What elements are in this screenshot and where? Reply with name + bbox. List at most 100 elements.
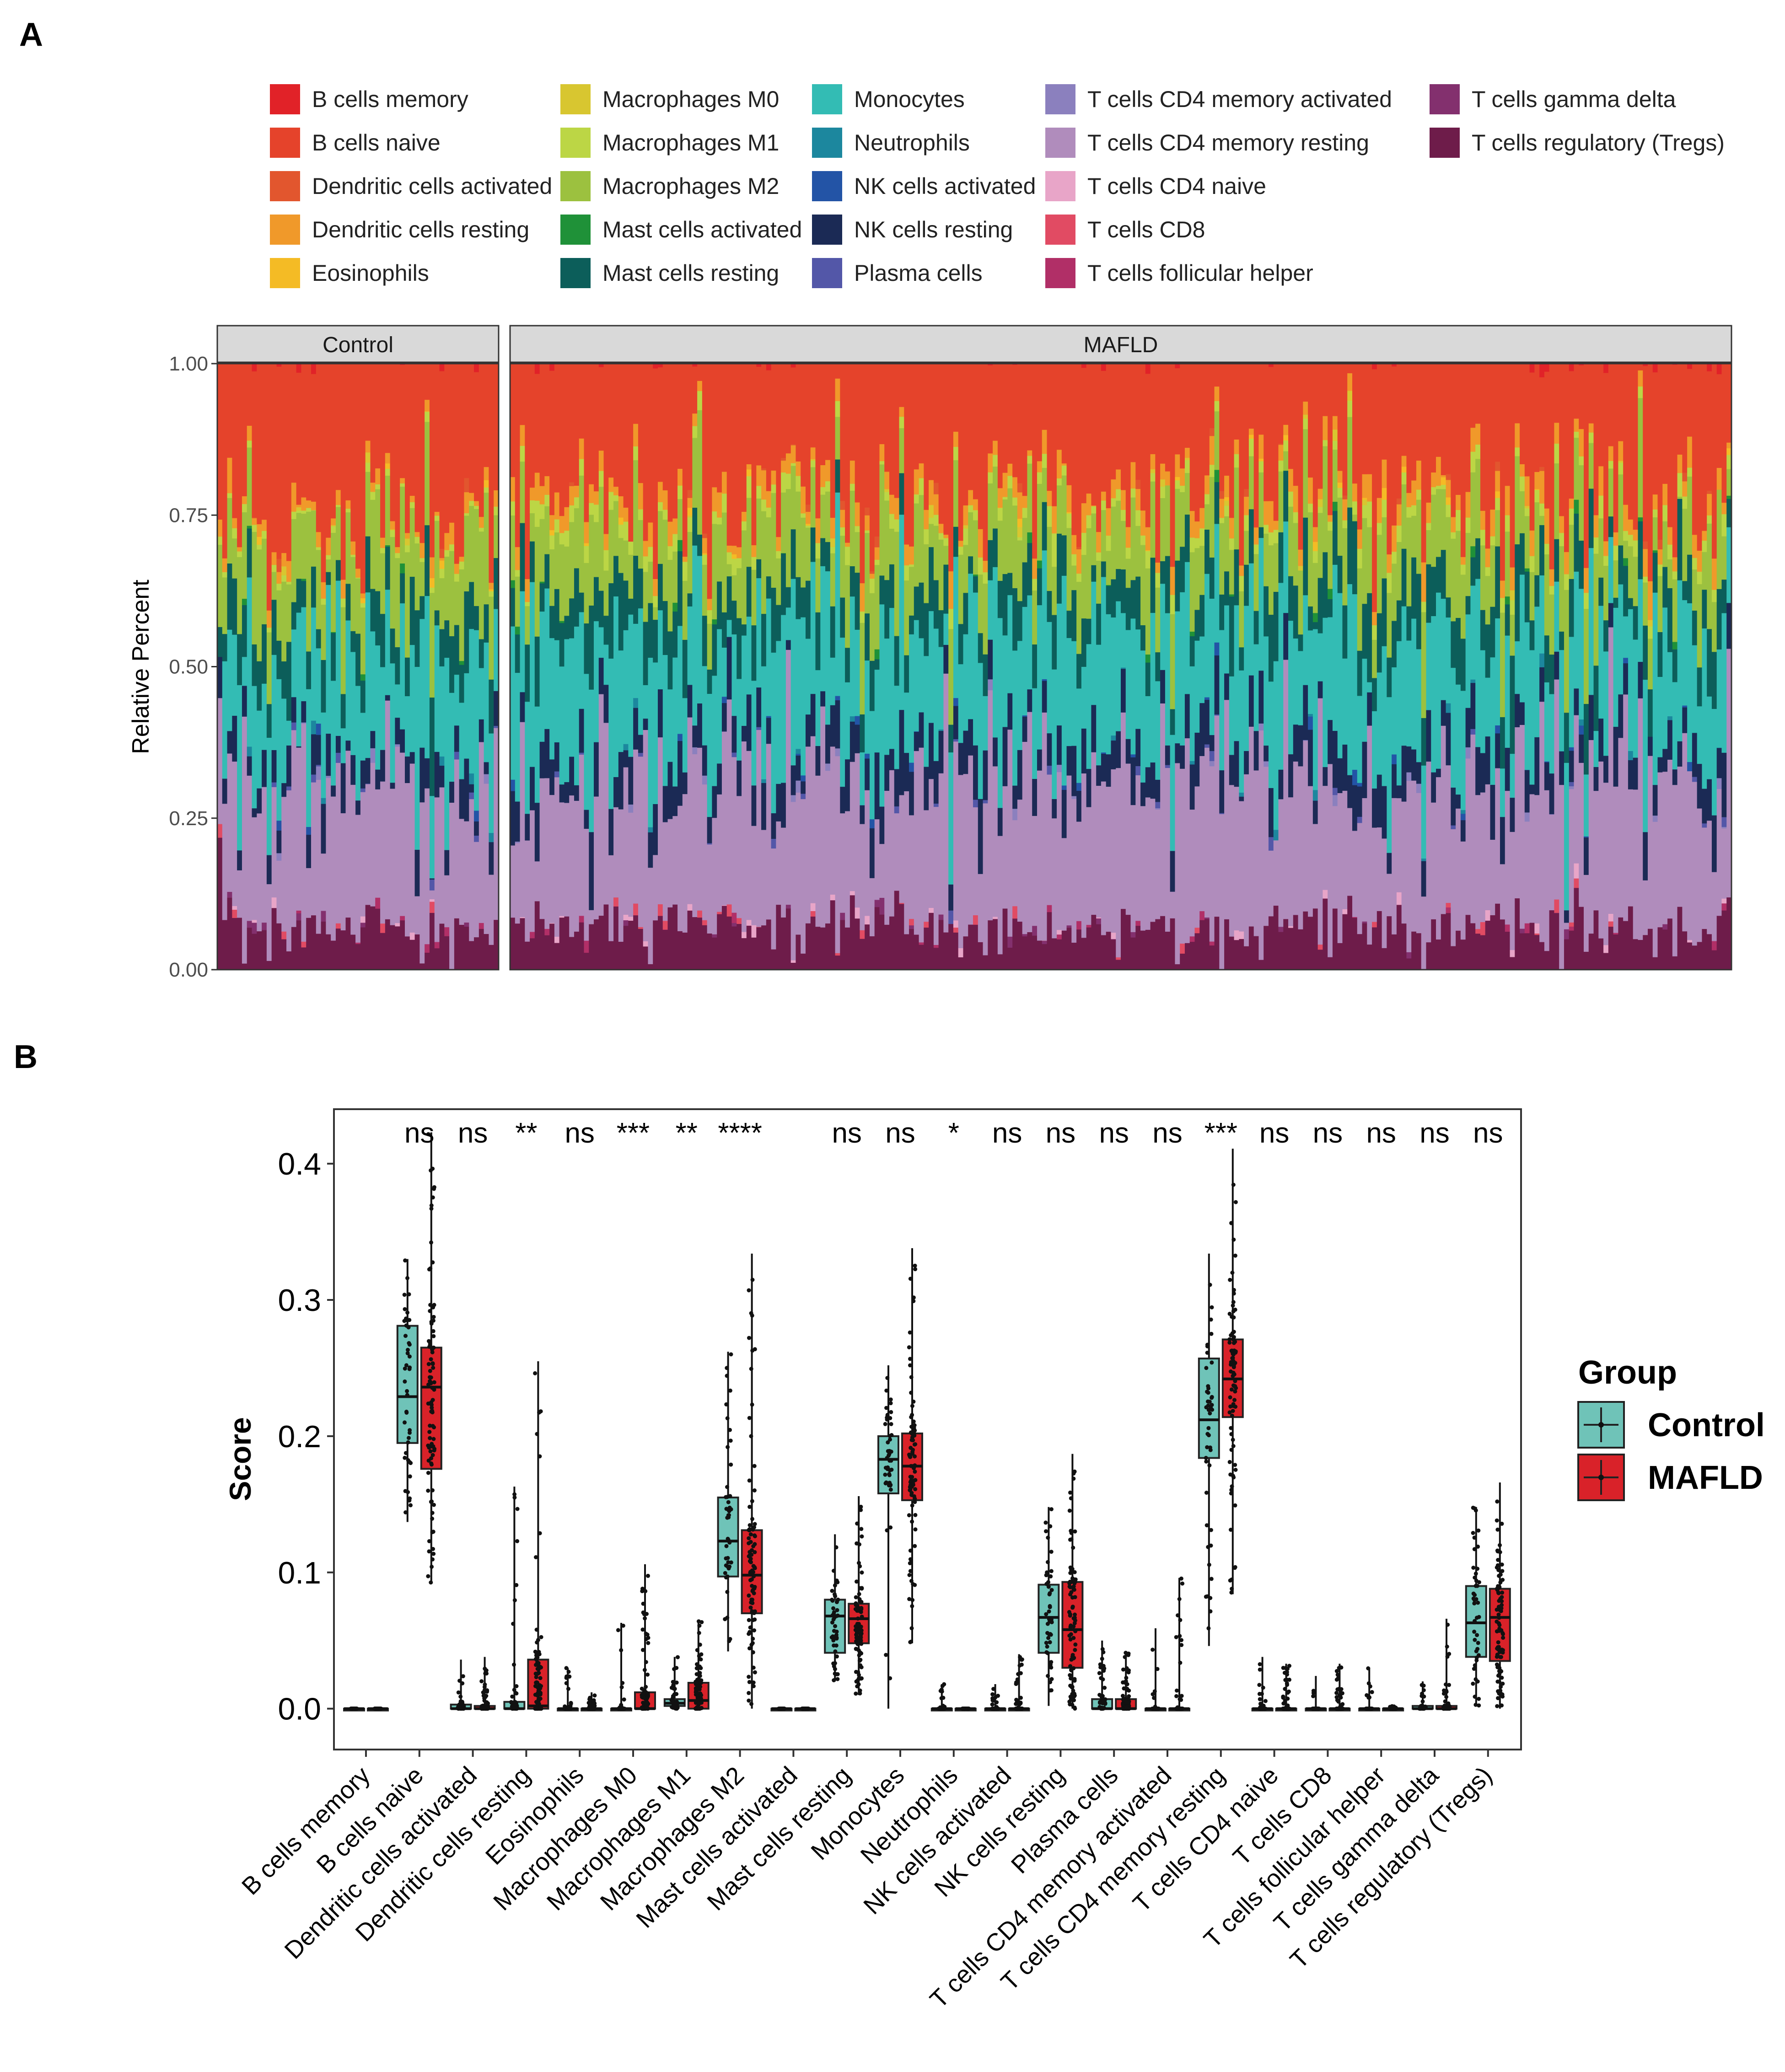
segment-mast-cells-resting	[845, 647, 850, 682]
segment-b-cells-naive	[1692, 364, 1698, 535]
segment-mast-cells-resting	[1608, 516, 1614, 537]
segment-t-cells-cd4-memory-resting	[943, 673, 949, 933]
segment-b-cells-naive	[598, 367, 604, 451]
sample-bar	[479, 364, 484, 970]
segment-dendritic-cells-resting	[474, 501, 479, 506]
segment-dendritic-cells-resting	[340, 580, 346, 599]
segment-monocytes	[1362, 658, 1367, 742]
segment-dendritic-cells-activated	[1657, 539, 1663, 550]
segment-mast-cells-resting	[1317, 578, 1323, 633]
data-point	[643, 1616, 647, 1621]
segment-t-cells-regulatory-tregs	[756, 927, 762, 970]
segment-macrophages-m2	[1140, 545, 1146, 625]
segment-t-cells-regulatory-tregs	[554, 943, 560, 970]
sample-bar	[692, 364, 698, 970]
segment-macrophages-m1	[1091, 506, 1097, 514]
segment-t-cells-cd8	[217, 824, 223, 838]
sample-bar	[1524, 364, 1530, 970]
data-point	[752, 1591, 756, 1595]
segment-t-cells-regulatory-tregs	[618, 941, 624, 970]
segment-t-cells-regulatory-tregs	[390, 925, 396, 970]
segment-mast-cells-resting	[1047, 590, 1052, 622]
sample-bar	[409, 364, 415, 970]
segment-monocytes	[281, 698, 287, 784]
segment-macrophages-m2	[697, 410, 703, 535]
legend-item-mast-cells-activated: Mast cells activated	[560, 215, 802, 245]
segment-nk-cells-resting	[1446, 713, 1451, 766]
segment-dendritic-cells-resting	[589, 484, 594, 503]
segment-macrophages-m2	[1101, 510, 1107, 562]
segment-t-cells-cd4-memory-resting	[1524, 821, 1530, 923]
segment-macrophages-m0	[1017, 526, 1023, 537]
segment-mast-cells-resting	[613, 556, 619, 597]
segment-macrophages-m1	[623, 521, 629, 541]
segment-macrophages-m1	[1633, 540, 1639, 557]
segment-nk-cells-resting	[1460, 820, 1466, 842]
segment-nk-cells-resting	[978, 799, 984, 874]
sample-bar	[1569, 364, 1575, 970]
segment-mast-cells-resting	[1613, 597, 1618, 608]
segment-macrophages-m2	[316, 550, 322, 629]
sample-bar	[1308, 364, 1313, 970]
segment-macrophages-m2	[1544, 554, 1550, 636]
segment-macrophages-m2	[414, 543, 420, 611]
segment-t-cells-gamma-delta	[1564, 929, 1570, 939]
segment-macrophages-m2	[608, 510, 614, 584]
segment-monocytes	[1475, 579, 1481, 747]
segment-t-cells-cd4-memory-resting	[933, 806, 939, 945]
segment-macrophages-m1	[1268, 532, 1274, 546]
segment-b-cells-naive	[904, 364, 909, 545]
segment-mast-cells-resting	[973, 576, 979, 593]
segment-monocytes	[1007, 595, 1013, 693]
segment-monocytes	[1436, 592, 1441, 769]
sample-bar	[1037, 364, 1043, 970]
legend-item-t-cells-cd4-memory-resting: T cells CD4 memory resting	[1045, 128, 1369, 158]
sample-bar	[662, 364, 668, 970]
data-point	[408, 1496, 412, 1501]
segment-t-cells-cd4-memory-activated	[1012, 808, 1018, 821]
segment-macrophages-m1	[677, 485, 683, 499]
segment-monocytes	[1283, 521, 1289, 613]
data-point	[405, 1276, 409, 1280]
segment-t-cells-cd4-naive	[232, 906, 237, 910]
segment-t-cells-cd4-memory-resting	[1608, 627, 1614, 914]
segment-mast-cells-resting	[1091, 565, 1097, 582]
segment-neutrophils	[761, 779, 767, 783]
data-point	[725, 1374, 729, 1378]
data-point	[536, 1693, 540, 1698]
segment-mast-cells-activated	[400, 563, 405, 574]
sample-bar	[1071, 364, 1077, 970]
segment-macrophages-m2	[271, 572, 277, 600]
segment-nk-cells-resting	[1278, 769, 1284, 800]
data-point	[728, 1637, 732, 1641]
segment-monocytes	[682, 698, 688, 773]
points	[723, 1352, 733, 1643]
segment-nk-cells-resting	[1647, 736, 1653, 756]
segment-b-cells-naive	[776, 364, 781, 537]
segment-b-cells-naive	[1204, 364, 1210, 476]
segment-t-cells-cd4-memory-resting	[766, 743, 772, 920]
segment-macrophages-m1	[1608, 461, 1614, 469]
segment-t-cells-cd8	[810, 911, 816, 917]
sample-bar	[350, 364, 356, 970]
segment-t-cells-cd4-memory-resting	[1490, 839, 1495, 915]
data-point	[409, 1461, 413, 1465]
data-point	[750, 1278, 755, 1282]
segment-nk-cells-resting	[1569, 751, 1575, 782]
segment-mast-cells-resting	[1411, 557, 1417, 619]
segment-dendritic-cells-resting	[444, 532, 450, 550]
segment-macrophages-m1	[1342, 520, 1348, 528]
segment-monocytes	[1180, 592, 1185, 746]
segment-nk-cells-resting	[589, 832, 594, 910]
segment-monocytes	[879, 604, 885, 807]
segment-mast-cells-resting	[623, 580, 629, 630]
segment-dendritic-cells-resting	[1219, 499, 1225, 518]
segment-macrophages-m2	[761, 511, 767, 614]
sample-bar	[484, 364, 489, 970]
segment-macrophages-m2	[899, 428, 904, 473]
segment-monocytes	[1293, 638, 1299, 725]
segment-monocytes	[1367, 682, 1372, 692]
segment-macrophages-m0	[884, 489, 890, 492]
segment-t-cells-regulatory-tregs	[1337, 943, 1343, 970]
segment-b-cells-naive	[1263, 364, 1269, 501]
